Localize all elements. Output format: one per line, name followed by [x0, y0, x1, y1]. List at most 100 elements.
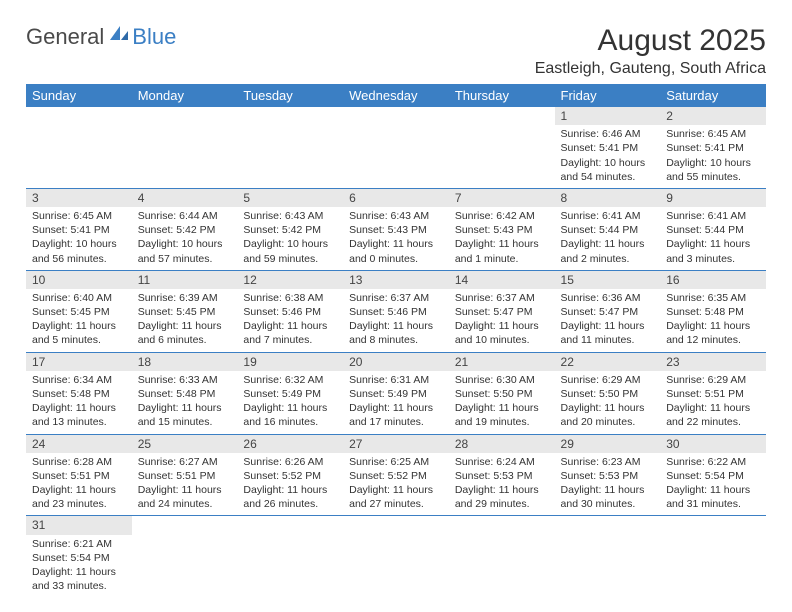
day-number: 19: [237, 353, 343, 371]
calendar-cell: 29Sunrise: 6:23 AMSunset: 5:53 PMDayligh…: [555, 434, 661, 516]
day-line: Sunrise: 6:37 AM: [349, 291, 443, 305]
day-details: Sunrise: 6:46 AMSunset: 5:41 PMDaylight:…: [555, 125, 661, 188]
calendar-cell: 3Sunrise: 6:45 AMSunset: 5:41 PMDaylight…: [26, 188, 132, 270]
day-line: Sunrise: 6:24 AM: [455, 455, 549, 469]
day-line: Sunset: 5:48 PM: [666, 305, 760, 319]
day-number: 22: [555, 353, 661, 371]
day-line: Sunset: 5:48 PM: [138, 387, 232, 401]
calendar-cell: 6Sunrise: 6:43 AMSunset: 5:43 PMDaylight…: [343, 188, 449, 270]
header: General Blue August 2025 Eastleigh, Gaut…: [26, 24, 766, 78]
day-line: Sunset: 5:52 PM: [243, 469, 337, 483]
day-line: Daylight: 11 hours: [561, 483, 655, 497]
day-line: and 59 minutes.: [243, 252, 337, 266]
weekday-header: Tuesday: [237, 84, 343, 107]
calendar-header-row: SundayMondayTuesdayWednesdayThursdayFrid…: [26, 84, 766, 107]
day-line: Daylight: 10 hours: [32, 237, 126, 251]
calendar-cell: 10Sunrise: 6:40 AMSunset: 5:45 PMDayligh…: [26, 270, 132, 352]
day-line: Sunset: 5:43 PM: [455, 223, 549, 237]
day-number: 21: [449, 353, 555, 371]
location: Eastleigh, Gauteng, South Africa: [535, 60, 766, 78]
calendar-cell: 11Sunrise: 6:39 AMSunset: 5:45 PMDayligh…: [132, 270, 238, 352]
weekday-header: Saturday: [660, 84, 766, 107]
day-line: Daylight: 11 hours: [138, 401, 232, 415]
day-line: Daylight: 11 hours: [666, 319, 760, 333]
calendar-cell: [555, 516, 661, 597]
calendar-cell: 2Sunrise: 6:45 AMSunset: 5:41 PMDaylight…: [660, 107, 766, 188]
calendar-cell: 19Sunrise: 6:32 AMSunset: 5:49 PMDayligh…: [237, 352, 343, 434]
calendar-cell: 7Sunrise: 6:42 AMSunset: 5:43 PMDaylight…: [449, 188, 555, 270]
day-line: Sunset: 5:54 PM: [666, 469, 760, 483]
day-details: Sunrise: 6:28 AMSunset: 5:51 PMDaylight:…: [26, 453, 132, 516]
day-line: Sunset: 5:45 PM: [138, 305, 232, 319]
day-line: Sunrise: 6:25 AM: [349, 455, 443, 469]
day-number: 6: [343, 189, 449, 207]
calendar-cell: 25Sunrise: 6:27 AMSunset: 5:51 PMDayligh…: [132, 434, 238, 516]
day-line: and 33 minutes.: [32, 579, 126, 593]
day-number: 9: [660, 189, 766, 207]
day-number: 16: [660, 271, 766, 289]
calendar-cell: 20Sunrise: 6:31 AMSunset: 5:49 PMDayligh…: [343, 352, 449, 434]
day-line: and 7 minutes.: [243, 333, 337, 347]
calendar-cell: 28Sunrise: 6:24 AMSunset: 5:53 PMDayligh…: [449, 434, 555, 516]
day-line: Sunset: 5:41 PM: [561, 141, 655, 155]
day-details: Sunrise: 6:22 AMSunset: 5:54 PMDaylight:…: [660, 453, 766, 516]
calendar-cell: 18Sunrise: 6:33 AMSunset: 5:48 PMDayligh…: [132, 352, 238, 434]
day-line: Sunrise: 6:37 AM: [455, 291, 549, 305]
day-line: Sunrise: 6:32 AM: [243, 373, 337, 387]
day-line: Sunrise: 6:36 AM: [561, 291, 655, 305]
day-line: and 13 minutes.: [32, 415, 126, 429]
day-details: Sunrise: 6:42 AMSunset: 5:43 PMDaylight:…: [449, 207, 555, 270]
day-line: and 56 minutes.: [32, 252, 126, 266]
day-line: and 26 minutes.: [243, 497, 337, 511]
sail-icon: [108, 24, 130, 42]
day-number: 7: [449, 189, 555, 207]
day-line: Sunrise: 6:44 AM: [138, 209, 232, 223]
day-details: Sunrise: 6:38 AMSunset: 5:46 PMDaylight:…: [237, 289, 343, 352]
day-details: Sunrise: 6:41 AMSunset: 5:44 PMDaylight:…: [555, 207, 661, 270]
day-line: and 10 minutes.: [455, 333, 549, 347]
day-number: 1: [555, 107, 661, 125]
day-details: Sunrise: 6:29 AMSunset: 5:51 PMDaylight:…: [660, 371, 766, 434]
day-line: and 6 minutes.: [138, 333, 232, 347]
day-line: Sunset: 5:49 PM: [243, 387, 337, 401]
day-line: Sunrise: 6:40 AM: [32, 291, 126, 305]
calendar-cell: 12Sunrise: 6:38 AMSunset: 5:46 PMDayligh…: [237, 270, 343, 352]
day-line: Sunrise: 6:21 AM: [32, 537, 126, 551]
day-line: Sunrise: 6:23 AM: [561, 455, 655, 469]
calendar-cell: 31Sunrise: 6:21 AMSunset: 5:54 PMDayligh…: [26, 516, 132, 597]
day-line: Daylight: 11 hours: [561, 237, 655, 251]
calendar-cell: [26, 107, 132, 188]
day-line: Sunset: 5:43 PM: [349, 223, 443, 237]
day-number: 26: [237, 435, 343, 453]
day-line: Sunset: 5:50 PM: [561, 387, 655, 401]
day-line: Daylight: 11 hours: [455, 483, 549, 497]
day-line: Daylight: 11 hours: [561, 401, 655, 415]
day-number: 25: [132, 435, 238, 453]
day-details: Sunrise: 6:45 AMSunset: 5:41 PMDaylight:…: [660, 125, 766, 188]
day-details: Sunrise: 6:43 AMSunset: 5:42 PMDaylight:…: [237, 207, 343, 270]
day-line: Sunrise: 6:34 AM: [32, 373, 126, 387]
calendar-table: SundayMondayTuesdayWednesdayThursdayFrid…: [26, 84, 766, 597]
calendar-cell: 24Sunrise: 6:28 AMSunset: 5:51 PMDayligh…: [26, 434, 132, 516]
day-line: Sunset: 5:46 PM: [243, 305, 337, 319]
day-line: Sunrise: 6:45 AM: [666, 127, 760, 141]
calendar-cell: 4Sunrise: 6:44 AMSunset: 5:42 PMDaylight…: [132, 188, 238, 270]
calendar-cell: 26Sunrise: 6:26 AMSunset: 5:52 PMDayligh…: [237, 434, 343, 516]
day-line: and 2 minutes.: [561, 252, 655, 266]
weekday-header: Monday: [132, 84, 238, 107]
day-line: Sunrise: 6:42 AM: [455, 209, 549, 223]
day-line: and 57 minutes.: [138, 252, 232, 266]
calendar-cell: 21Sunrise: 6:30 AMSunset: 5:50 PMDayligh…: [449, 352, 555, 434]
day-number: 29: [555, 435, 661, 453]
calendar-cell: [237, 107, 343, 188]
day-line: Daylight: 11 hours: [349, 401, 443, 415]
day-details: Sunrise: 6:31 AMSunset: 5:49 PMDaylight:…: [343, 371, 449, 434]
day-line: and 31 minutes.: [666, 497, 760, 511]
day-details: Sunrise: 6:32 AMSunset: 5:49 PMDaylight:…: [237, 371, 343, 434]
weekday-header: Sunday: [26, 84, 132, 107]
day-line: Daylight: 10 hours: [561, 156, 655, 170]
day-line: Daylight: 11 hours: [138, 483, 232, 497]
day-details: Sunrise: 6:45 AMSunset: 5:41 PMDaylight:…: [26, 207, 132, 270]
weekday-header: Wednesday: [343, 84, 449, 107]
calendar-cell: 5Sunrise: 6:43 AMSunset: 5:42 PMDaylight…: [237, 188, 343, 270]
